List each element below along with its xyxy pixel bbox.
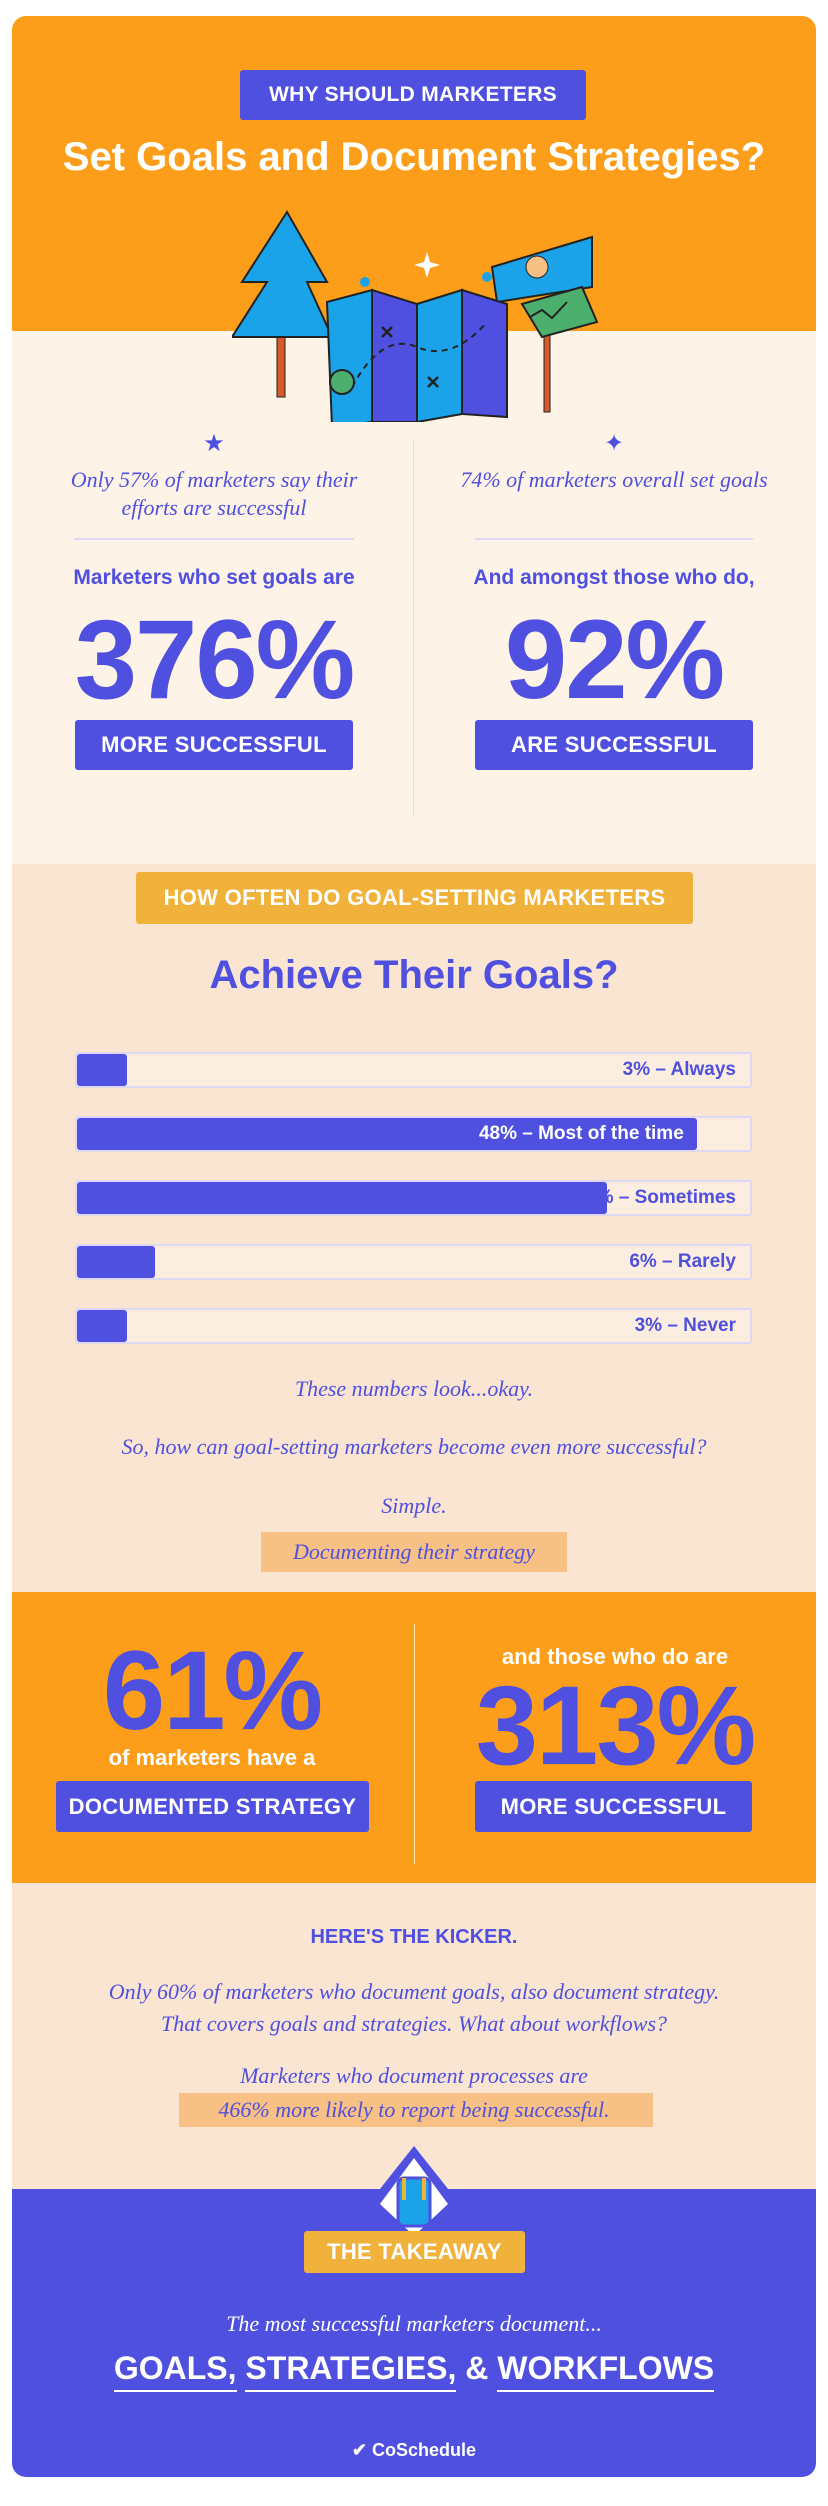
header-section: WHY SHOULD MARKETERS Set Goals and Docum… — [12, 16, 816, 331]
bar-fill — [77, 1246, 155, 1278]
achieve-title: Achieve Their Goals? — [209, 953, 619, 997]
stat-lead: Marketers who set goals are — [73, 566, 355, 589]
bar-fill — [77, 1118, 698, 1150]
stat-lead: of marketers have a — [108, 1745, 316, 1770]
bar-label: 6% – Rarely — [629, 1251, 736, 1272]
bar-row: 41% – Sometimes — [75, 1180, 752, 1216]
stat-note: 74% of marketers overall set goals — [460, 467, 768, 492]
sparkle-icon: ✦ — [603, 430, 625, 457]
highlight-box — [261, 1532, 567, 1572]
backpack-icon — [368, 2146, 460, 2244]
text-line: Marketers who document processes are — [240, 2063, 588, 2088]
text-line: Only 60% of marketers who document goals… — [108, 1979, 720, 2004]
map-illustration-icon — [232, 210, 599, 422]
ampersand: & — [465, 2350, 489, 2386]
bar-fill — [77, 1182, 607, 1214]
text-line: That covers goals and strategies. What a… — [161, 2011, 667, 2036]
divider — [475, 538, 753, 540]
bar-label: 3% – Always — [622, 1059, 736, 1080]
stat-value: 61% — [102, 1628, 323, 1753]
text-line: These numbers look...okay. — [294, 1376, 534, 1401]
documented-strategy-badge: DOCUMENTED STRATEGY — [56, 1781, 369, 1832]
text-line: Simple. — [381, 1493, 447, 1518]
bar-row: 6% – Rarely — [75, 1244, 752, 1280]
bar-row: 3% – Always — [75, 1052, 752, 1088]
word-goals: GOALS, — [113, 2350, 237, 2392]
achieve-section: HOW OFTEN DO GOAL-SETTING MARKETERS Achi… — [12, 864, 816, 1592]
highlight-box — [179, 2093, 653, 2127]
more-successful-badge: MORE SUCCESSFUL — [475, 1781, 752, 1832]
header-badge: WHY SHOULD MARKETERS — [240, 70, 586, 120]
stat-lead: And amongst those who do, — [473, 566, 755, 589]
bar-label: 41% – Sometimes — [575, 1187, 736, 1208]
divider — [74, 538, 354, 540]
kicker-title: HERE'S THE KICKER. — [310, 1926, 518, 1948]
highlight-text: Documenting their strategy — [293, 1539, 535, 1564]
takeaway-words: GOALS, STRATEGIES, & WORKFLOWS — [12, 2349, 816, 2392]
bar-fill — [77, 1310, 128, 1342]
stat-value: 376% — [74, 597, 355, 722]
text-line: So, how can goal-setting marketers becom… — [121, 1434, 707, 1459]
takeaway-text: The most successful marketers document..… — [226, 2311, 602, 2336]
kicker-section: HERE'S THE KICKER. Only 60% of marketers… — [12, 1883, 816, 2189]
word-strategies: STRATEGIES, — [245, 2350, 457, 2392]
page-title: Set Goals and Document Strategies? — [62, 135, 766, 179]
achieve-badge: HOW OFTEN DO GOAL-SETTING MARKETERS — [136, 872, 693, 924]
takeaway-badge: THE TAKEAWAY — [304, 2231, 525, 2273]
brand-logo: ✔ CoSchedule — [12, 2439, 816, 2461]
bar-label: 48% – Most of the time — [478, 1123, 684, 1144]
infographic: WHY SHOULD MARKETERS Set Goals and Docum… — [12, 16, 816, 2477]
bar-row: 48% – Most of the time — [75, 1116, 752, 1152]
brand-name: CoSchedule — [372, 2440, 477, 2460]
more-successful-badge: MORE SUCCESSFUL — [75, 720, 353, 770]
star-icon: ★ — [203, 430, 225, 457]
word-workflows: WORKFLOWS — [497, 2350, 715, 2392]
column-divider — [413, 440, 414, 816]
stat-note: Only 57% of marketers say their efforts … — [70, 467, 358, 520]
check-logo-icon: ✔ — [351, 2440, 368, 2460]
are-successful-badge: ARE SUCCESSFUL — [475, 720, 753, 770]
bar-row: 3% – Never — [75, 1308, 752, 1344]
takeaway-section: The most successful marketers document..… — [12, 2189, 816, 2477]
bar-label: 3% – Never — [634, 1315, 736, 1336]
stat-value: 313% — [475, 1663, 756, 1788]
stat-value: 92% — [504, 597, 725, 722]
column-divider — [414, 1624, 415, 1864]
stat-lead: and those who do are — [501, 1644, 729, 1669]
bar-fill — [77, 1054, 128, 1086]
strategy-section: 61% of marketers have a DOCUMENTED STRAT… — [12, 1592, 816, 1883]
highlight-text: 466% more likely to report being success… — [218, 2097, 610, 2122]
